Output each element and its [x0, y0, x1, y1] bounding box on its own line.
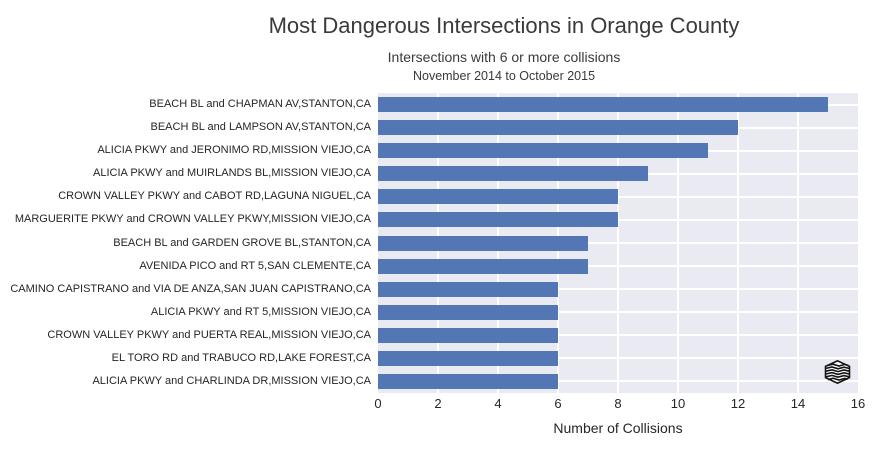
gridline-horizontal: [378, 334, 858, 337]
bar: [378, 143, 708, 159]
chart-title: Most Dangerous Intersections in Orange C…: [268, 13, 740, 38]
bar: [378, 350, 558, 366]
x-tick-label: 10: [670, 396, 686, 411]
gridline-horizontal: [378, 218, 858, 221]
gridline-horizontal: [378, 265, 858, 268]
y-axis-label: CROWN VALLEY PKWY and PUERTA REAL,MISSIO…: [47, 328, 371, 341]
y-axis-label: ALICIA PKWY and JERONIMO RD,MISSION VIEJ…: [97, 144, 371, 157]
y-axis-labels: BEACH BL and CHAPMAN AV,STANTON,CA BEACH …: [0, 93, 371, 393]
bar: [378, 373, 558, 389]
x-tick-label: 4: [494, 396, 502, 411]
y-axis-label: ALICIA PKWY and RT 5,MISSION VIEJO,CA: [150, 305, 371, 318]
y-axis-label: BEACH BL and GARDEN GROVE BL,STANTON,CA: [113, 236, 371, 249]
x-tick-label: 16: [850, 396, 866, 411]
x-tick-label: 0: [374, 396, 382, 411]
x-tick-label: 14: [790, 396, 806, 411]
y-axis-label: CAMINO CAPISTRANO and VIA DE ANZA,SAN JU…: [10, 282, 371, 295]
bar: [378, 258, 588, 274]
x-tick-label: 12: [730, 396, 746, 411]
x-axis-title: Number of Collisions: [553, 420, 683, 436]
gridline-horizontal: [378, 288, 858, 291]
y-axis-label: MARGUERITE PKWY and CROWN VALLEY PKWY,MI…: [14, 213, 371, 226]
bar: [378, 235, 588, 251]
y-axis-label: EL TORO RD and TRABUCO RD,LAKE FOREST,CA: [111, 351, 371, 364]
bar: [378, 166, 648, 182]
y-axis-label: ALICIA PKWY and CHARLINDA DR,MISSION VIE…: [92, 374, 371, 387]
bar: [378, 304, 558, 320]
y-axis-label: BEACH BL and LAMPSON AV,STANTON,CA: [150, 121, 372, 134]
chart-date-range: November 2014 to October 2015: [412, 69, 596, 83]
chart-subtitle: Intersections with 6 or more collisions: [387, 49, 621, 65]
x-axis-ticks: 0 2 4 6 8 10 12 14 16: [374, 396, 865, 413]
gridline-horizontal: [378, 311, 858, 314]
y-axis-label: CROWN VALLEY PKWY and CABOT RD,LAGUNA NI…: [58, 190, 371, 203]
gridline-horizontal: [378, 195, 858, 198]
gridline-horizontal: [378, 380, 858, 383]
bar: [378, 97, 828, 113]
x-tick-label: 8: [614, 396, 622, 411]
mpld3-logo-icon[interactable]: [824, 360, 851, 384]
gridline-horizontal: [378, 242, 858, 244]
plot-area: [378, 93, 858, 393]
gridline-horizontal: [378, 357, 858, 360]
x-tick-label: 6: [554, 396, 562, 411]
bar: [378, 281, 558, 297]
bar: [378, 212, 618, 228]
bar: [378, 189, 618, 205]
bar: [378, 120, 738, 136]
x-tick-label: 2: [434, 396, 442, 411]
bar: [378, 327, 558, 343]
y-axis-label: AVENIDA PICO and RT 5,SAN CLEMENTE,CA: [139, 259, 371, 272]
y-axis-label: ALICIA PKWY and MUIRLANDS BL,MISSION VIE…: [93, 167, 371, 180]
y-axis-label: BEACH BL and CHAPMAN AV,STANTON,CA: [149, 98, 371, 111]
